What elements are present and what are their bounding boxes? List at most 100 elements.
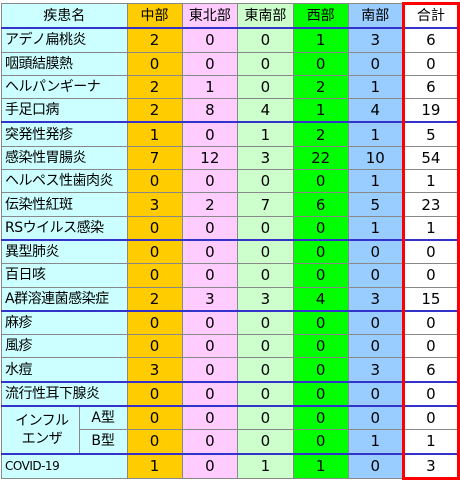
count-cell: 0 bbox=[237, 215, 294, 241]
count-cell: 0 bbox=[126, 405, 183, 431]
count-cell: 2 bbox=[181, 192, 239, 217]
count-cell: 0 bbox=[237, 238, 294, 265]
count-cell: 0 bbox=[181, 263, 239, 288]
total-cell: 6 bbox=[401, 357, 460, 383]
table-row: ヘルペス性歯肉炎 0 0 0 0 1 1 bbox=[1, 169, 460, 194]
table-row: 水痘 3 0 0 0 3 6 bbox=[1, 357, 460, 383]
count-cell: 0 bbox=[181, 357, 239, 383]
total-cell: 0 bbox=[401, 380, 460, 407]
count-cell: 2 bbox=[292, 121, 349, 147]
count-cell: 2 bbox=[126, 27, 183, 53]
disease-name: 水痘 bbox=[1, 357, 128, 383]
total-cell: 5 bbox=[401, 121, 460, 147]
disease-name: 手足口病 bbox=[1, 98, 128, 123]
influenza-label-line1: インフル bbox=[15, 412, 69, 429]
count-cell: 2 bbox=[126, 286, 183, 312]
count-cell: 7 bbox=[237, 192, 294, 217]
count-cell: 0 bbox=[181, 51, 239, 76]
count-cell: 0 bbox=[292, 309, 349, 336]
disease-name: 突発性発疹 bbox=[1, 121, 128, 147]
count-cell: 1 bbox=[181, 74, 239, 100]
disease-name: 咽頭結膜熱 bbox=[1, 51, 128, 76]
disease-name: 異型肺炎 bbox=[1, 238, 128, 265]
count-cell: 1 bbox=[347, 169, 404, 194]
count-cell: 1 bbox=[126, 121, 183, 147]
table-row: RSウイルス感染 0 0 0 0 1 1 bbox=[1, 215, 460, 241]
count-cell: 7 bbox=[126, 145, 183, 171]
count-cell: 0 bbox=[292, 429, 349, 455]
total-cell: 0 bbox=[401, 263, 460, 288]
count-cell: 2 bbox=[126, 98, 183, 123]
count-cell: 3 bbox=[347, 286, 404, 312]
disease-name: A群溶連菌感染症 bbox=[1, 286, 128, 312]
total-cell: 1 bbox=[401, 215, 460, 241]
table-row: 百日咳 0 0 0 0 0 0 bbox=[1, 263, 460, 288]
disease-name: 百日咳 bbox=[1, 263, 128, 288]
table-row: 咽頭結膜熱 0 0 0 0 0 0 bbox=[1, 51, 460, 76]
total-cell: 0 bbox=[401, 334, 460, 359]
table-row: 伝染性紅斑 3 2 7 6 5 23 bbox=[1, 192, 460, 217]
disease-name: 流行性耳下腺炎 bbox=[1, 380, 128, 407]
influenza-label: インフル エンザ bbox=[1, 405, 80, 455]
count-cell: 0 bbox=[292, 357, 349, 383]
count-cell: 0 bbox=[347, 263, 404, 288]
count-cell: 5 bbox=[347, 192, 404, 217]
total-cell: 1 bbox=[401, 429, 460, 455]
total-cell: 3 bbox=[401, 452, 460, 480]
count-cell: 0 bbox=[292, 334, 349, 359]
total-cell: 0 bbox=[401, 51, 460, 76]
count-cell: 0 bbox=[237, 334, 294, 359]
count-cell: 0 bbox=[126, 215, 183, 241]
count-cell: 0 bbox=[347, 452, 404, 479]
disease-name: 麻疹 bbox=[1, 309, 128, 336]
header-west: 西部 bbox=[292, 3, 349, 29]
count-cell: 1 bbox=[347, 74, 404, 100]
count-cell: 6 bbox=[292, 192, 349, 217]
count-cell: 0 bbox=[181, 452, 239, 479]
table-row: 風疹 0 0 0 0 0 0 bbox=[1, 334, 460, 359]
count-cell: 0 bbox=[292, 215, 349, 241]
count-cell: 1 bbox=[126, 452, 183, 479]
count-cell: 0 bbox=[237, 380, 294, 407]
total-cell: 23 bbox=[401, 192, 460, 217]
count-cell: 0 bbox=[181, 169, 239, 194]
count-cell: 0 bbox=[181, 27, 239, 53]
total-cell: 19 bbox=[401, 98, 460, 123]
count-cell: 1 bbox=[347, 121, 404, 147]
count-cell: 0 bbox=[347, 238, 404, 265]
header-southeast: 東南部 bbox=[237, 3, 294, 29]
count-cell: 0 bbox=[181, 405, 239, 431]
disease-name: COVID-19 bbox=[1, 452, 128, 479]
table-row: 麻疹 0 0 0 0 0 0 bbox=[1, 309, 460, 336]
table-row: COVID-19 1 0 1 1 0 3 bbox=[1, 452, 460, 480]
count-cell: 3 bbox=[126, 357, 183, 383]
count-cell: 0 bbox=[126, 309, 183, 336]
count-cell: 3 bbox=[237, 286, 294, 312]
count-cell: 0 bbox=[347, 51, 404, 76]
count-cell: 1 bbox=[292, 98, 349, 123]
count-cell: 0 bbox=[237, 169, 294, 194]
count-cell: 0 bbox=[126, 51, 183, 76]
count-cell: 1 bbox=[347, 215, 404, 241]
count-cell: 0 bbox=[292, 380, 349, 407]
count-cell: 22 bbox=[292, 145, 349, 171]
count-cell: 3 bbox=[237, 145, 294, 171]
count-cell: 1 bbox=[237, 452, 294, 479]
count-cell: 3 bbox=[347, 27, 404, 53]
header-row: 疾患名 中部 東北部 東南部 西部 南部 合計 bbox=[1, 2, 460, 29]
count-cell: 0 bbox=[347, 334, 404, 359]
header-total: 合計 bbox=[401, 2, 460, 29]
count-cell: 0 bbox=[181, 215, 239, 241]
count-cell: 4 bbox=[292, 286, 349, 312]
disease-name: 風疹 bbox=[1, 334, 128, 359]
count-cell: 0 bbox=[126, 169, 183, 194]
count-cell: 0 bbox=[347, 380, 404, 407]
count-cell: 0 bbox=[237, 357, 294, 383]
total-cell: 15 bbox=[401, 286, 460, 312]
count-cell: 0 bbox=[126, 238, 183, 265]
count-cell: 0 bbox=[126, 334, 183, 359]
disease-name: RSウイルス感染 bbox=[1, 215, 128, 241]
count-cell: 0 bbox=[181, 121, 239, 147]
count-cell: 0 bbox=[292, 405, 349, 431]
